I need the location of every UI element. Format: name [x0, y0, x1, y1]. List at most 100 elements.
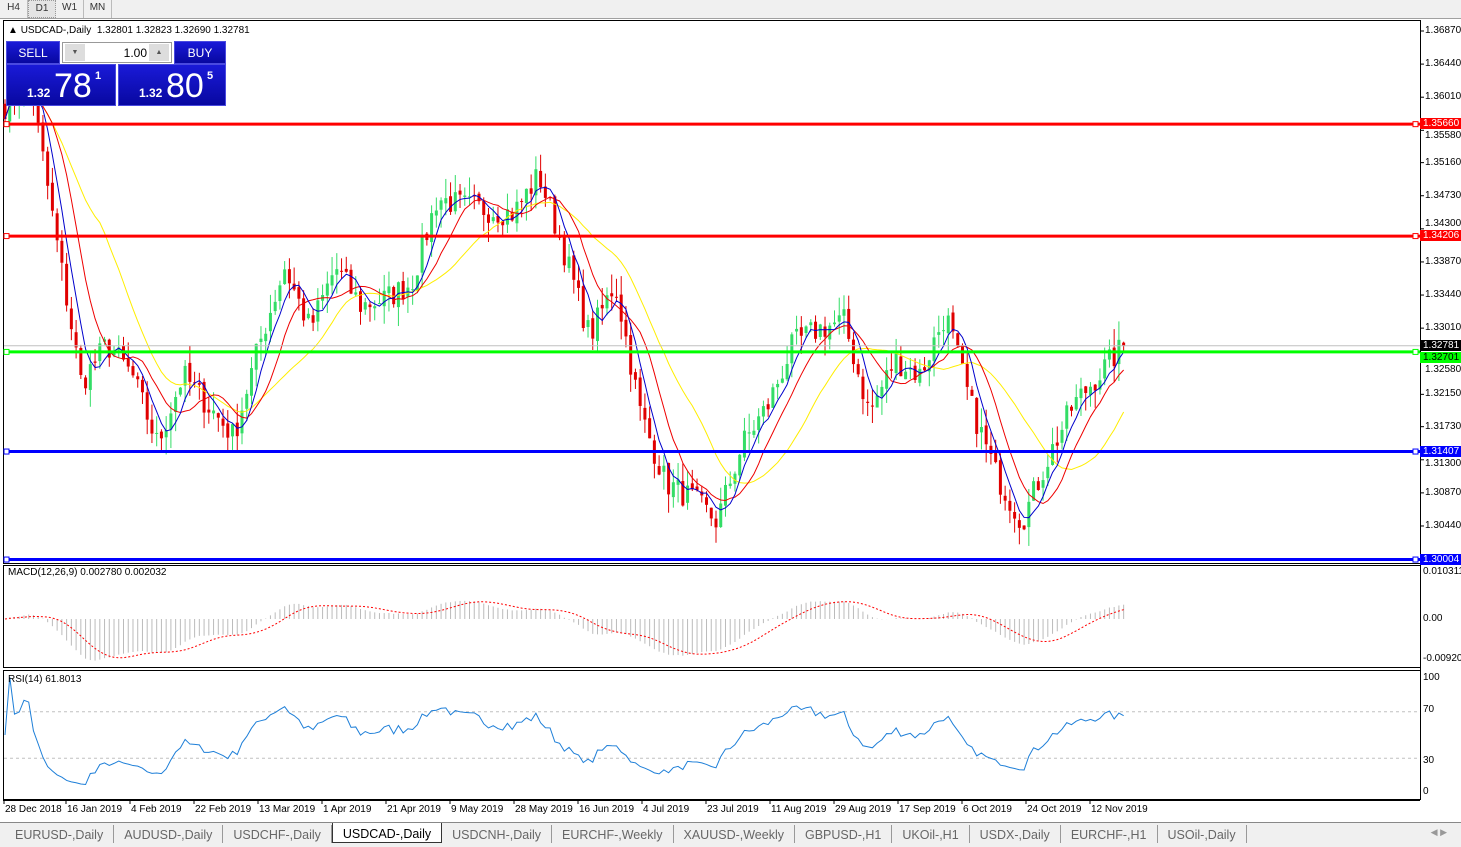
sell-price-fraction: 1 [95, 70, 102, 82]
symbol-name: USDCAD-,Daily [20, 25, 92, 36]
candle-body [212, 410, 216, 414]
candle-body [254, 343, 258, 370]
level-price-tag[interactable]: 1.31407 [1420, 445, 1461, 457]
buy-price[interactable]: 1.32 80 5 [118, 64, 226, 106]
level-handle-icon [1412, 121, 1419, 128]
price-axis-label: 1.33870 [1425, 255, 1461, 267]
level-price-tag[interactable]: 1.34206 [1420, 230, 1461, 242]
candle-body [790, 334, 794, 364]
chart-tab[interactable]: USDCNH-,Daily [442, 825, 553, 843]
candle-body [1093, 384, 1097, 391]
candle-body [913, 365, 917, 380]
candle-body [268, 312, 272, 332]
timeframe-h4[interactable]: H4 [0, 0, 28, 18]
candle-body [633, 372, 637, 380]
timeframe-d1[interactable]: D1 [28, 0, 56, 18]
candle-body [501, 221, 505, 226]
lot-decrease-icon[interactable]: ▼ [65, 44, 85, 61]
candle-body [145, 392, 149, 420]
candle-body [543, 186, 547, 198]
collapse-triangle-icon[interactable]: ▲ [8, 25, 18, 36]
candle-body [449, 196, 453, 212]
candle-body [657, 466, 661, 475]
candle-body [548, 197, 552, 199]
tab-scroll-arrows-icon[interactable]: ◀ ▶ [1430, 827, 1447, 837]
ohlc-values: 1.32801 1.32823 1.32690 1.32781 [96, 25, 250, 36]
chart-tab[interactable]: USDCAD-,Daily [331, 823, 443, 843]
price-axis-label: 1.30440 [1425, 519, 1461, 531]
candle-body [453, 192, 457, 212]
chart-tab[interactable]: EURCHF-,H1 [1061, 825, 1158, 843]
candle-body [349, 269, 353, 294]
level-price-tag[interactable]: 1.32701 [1420, 351, 1461, 363]
sell-button[interactable]: SELL [6, 41, 60, 64]
buy-button[interactable]: BUY [174, 41, 226, 64]
candle-body [387, 286, 391, 294]
level-handle-icon [3, 448, 10, 455]
candle-body [155, 432, 159, 434]
chart-tab[interactable]: AUDUSD-,Daily [114, 825, 224, 843]
price-axis-label: 1.35160 [1425, 156, 1461, 168]
macd-label: MACD(12,26,9) 0.002780 0.002032 [8, 567, 167, 578]
chart-tab[interactable]: USOil-,Daily [1158, 825, 1247, 843]
candle-body [382, 290, 386, 307]
chart-tab[interactable]: USDCHF-,Daily [223, 825, 332, 843]
chart-tab[interactable]: UKOil-,H1 [892, 825, 970, 843]
candle-body [1027, 501, 1031, 528]
candle-body [264, 333, 268, 342]
timeframe-toolbar: H4 D1 W1 MN [0, 0, 1461, 19]
candle-body [780, 378, 784, 383]
time-axis-label: 24 Oct 2019 [1027, 804, 1082, 815]
candle-body [776, 383, 780, 388]
candle-body [207, 409, 211, 413]
price-axis-label: 1.32150 [1425, 388, 1461, 400]
candle-body [1017, 520, 1021, 528]
timeframe-mn[interactable]: MN [84, 0, 112, 18]
candle-body [738, 454, 742, 476]
candle-body [444, 198, 448, 204]
time-axis-label: 13 Mar 2019 [259, 804, 316, 815]
candle-body [600, 304, 604, 309]
candle-body [757, 416, 761, 430]
chart-tab[interactable]: EURCHF-,Weekly [552, 825, 674, 843]
candle-body [766, 404, 770, 410]
candle-body [975, 397, 979, 434]
chart-tab[interactable]: EURUSD-,Daily [5, 825, 115, 843]
candle-body [117, 347, 121, 350]
level-price-tag[interactable]: 1.30004 [1420, 553, 1461, 565]
candles [3, 66, 1126, 546]
candle-body [979, 427, 983, 433]
candle-body [1103, 359, 1107, 379]
candle-body [231, 424, 235, 437]
chart-tab[interactable]: XAUUSD-,Weekly [674, 825, 795, 843]
candle-body [103, 339, 107, 342]
sell-price-big: 78 [54, 67, 92, 105]
time-axis-label: 22 Feb 2019 [195, 804, 252, 815]
candle-body [88, 364, 92, 390]
candle-body [870, 405, 874, 407]
level-price-tag[interactable]: 1.35660 [1420, 118, 1461, 130]
chart-canvas[interactable] [0, 19, 1461, 822]
candle-body [927, 360, 931, 372]
time-axis-label: 16 Jun 2019 [579, 804, 635, 815]
lot-increase-icon[interactable]: ▲ [149, 44, 169, 61]
lot-value[interactable]: 1.00 [123, 46, 147, 60]
candle-body [188, 362, 192, 382]
candle-body [515, 201, 519, 224]
candle-body [610, 293, 614, 297]
candle-body [662, 465, 666, 472]
candle-body [202, 381, 206, 413]
rsi-axis-label: 0 [1423, 786, 1429, 797]
candle-body [908, 367, 912, 370]
timeframe-w1[interactable]: W1 [56, 0, 84, 18]
rsi-line [4, 676, 1124, 786]
sell-price[interactable]: 1.32 78 1 [6, 64, 116, 106]
candle-body [747, 432, 751, 434]
chart-tab[interactable]: GBPUSD-,H1 [795, 825, 893, 843]
candle-body [297, 287, 301, 299]
candle-body [273, 301, 277, 312]
candle-body [856, 364, 860, 375]
chart-tab[interactable]: USDX-,Daily [970, 825, 1061, 843]
lot-size-input[interactable]: ▼ 1.00 ▲ [62, 42, 172, 63]
candle-body [889, 369, 893, 371]
